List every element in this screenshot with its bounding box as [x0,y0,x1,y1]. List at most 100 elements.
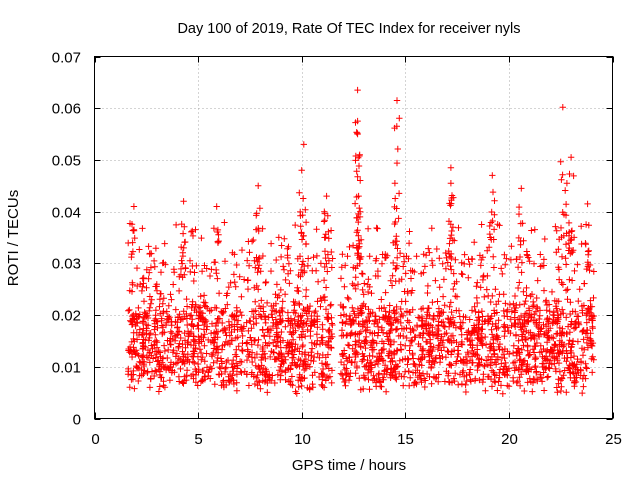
data-point [498,360,505,367]
data-point [393,97,401,104]
data-point [140,274,147,282]
data-point [350,318,357,326]
data-point [487,298,494,306]
data-point [246,249,253,256]
data-point [533,339,541,347]
data-point [434,345,442,353]
data-point [435,378,442,385]
data-point [476,361,483,368]
data-point [590,294,597,302]
data-point [448,200,455,207]
data-point [186,330,193,338]
data-point [492,372,500,379]
data-point [393,264,400,272]
x-tick-label: 15 [397,431,414,448]
data-point [274,371,281,378]
data-point [229,249,236,256]
data-point [478,308,486,315]
data-point [563,314,570,321]
data-point [298,229,305,236]
data-point [518,269,525,276]
data-point [574,355,581,363]
data-point [511,307,519,314]
data-point [442,354,450,361]
data-point [464,334,471,342]
data-point [353,364,361,372]
data-point [475,326,483,334]
data-point [308,345,316,352]
data-point [546,308,553,315]
data-point [447,299,454,306]
data-point [454,347,461,354]
data-point [172,353,179,360]
data-point [585,247,592,254]
data-point [585,261,592,268]
data-point [219,309,227,317]
data-point [151,323,159,330]
data-point [394,254,401,261]
data-point [551,297,558,304]
data-point [535,324,542,331]
data-point [368,290,375,297]
data-point [278,328,285,336]
data-point [277,286,284,294]
data-point [562,261,570,268]
data-point [425,245,432,252]
data-point [214,239,222,246]
data-point [351,358,359,366]
data-point [157,310,164,317]
data-point [132,351,139,358]
data-point [338,327,346,334]
data-point [480,371,487,378]
data-point [405,356,412,363]
data-point [545,334,552,342]
data-point [545,327,552,334]
data-point [353,168,360,175]
data-point [458,338,466,346]
data-point [297,313,304,320]
data-point [375,371,382,378]
data-point [558,279,565,286]
data-point [355,244,362,252]
data-point [329,333,336,340]
data-point [328,379,335,387]
data-point [392,326,400,334]
data-point [556,368,564,375]
data-point [197,293,204,300]
data-point [189,371,197,378]
data-point [395,190,403,197]
data-point [187,341,195,349]
data-point [350,264,357,271]
data-point [272,291,279,298]
data-point [478,340,486,347]
data-point [267,327,275,334]
data-point [504,324,511,331]
data-point [349,280,356,288]
data-point [268,348,275,355]
data-point [544,315,551,322]
data-point [305,255,312,262]
data-point [565,247,572,254]
data-point [511,292,519,300]
data-point [128,312,136,320]
data-point [484,313,492,320]
data-point [238,246,246,254]
data-point [477,262,484,269]
data-point [500,307,507,315]
data-point [442,265,450,272]
data-point [337,301,344,309]
data-point [483,357,490,364]
data-point [296,189,303,196]
data-point [458,325,465,332]
data-point [286,339,293,346]
data-point [148,250,155,257]
data-point [585,308,593,315]
data-point [463,377,470,385]
data-point [522,367,530,374]
data-point [244,257,251,264]
data-point [366,360,374,367]
data-point [228,321,236,328]
data-point [147,264,155,271]
data-point [511,314,518,321]
data-point [143,284,150,291]
